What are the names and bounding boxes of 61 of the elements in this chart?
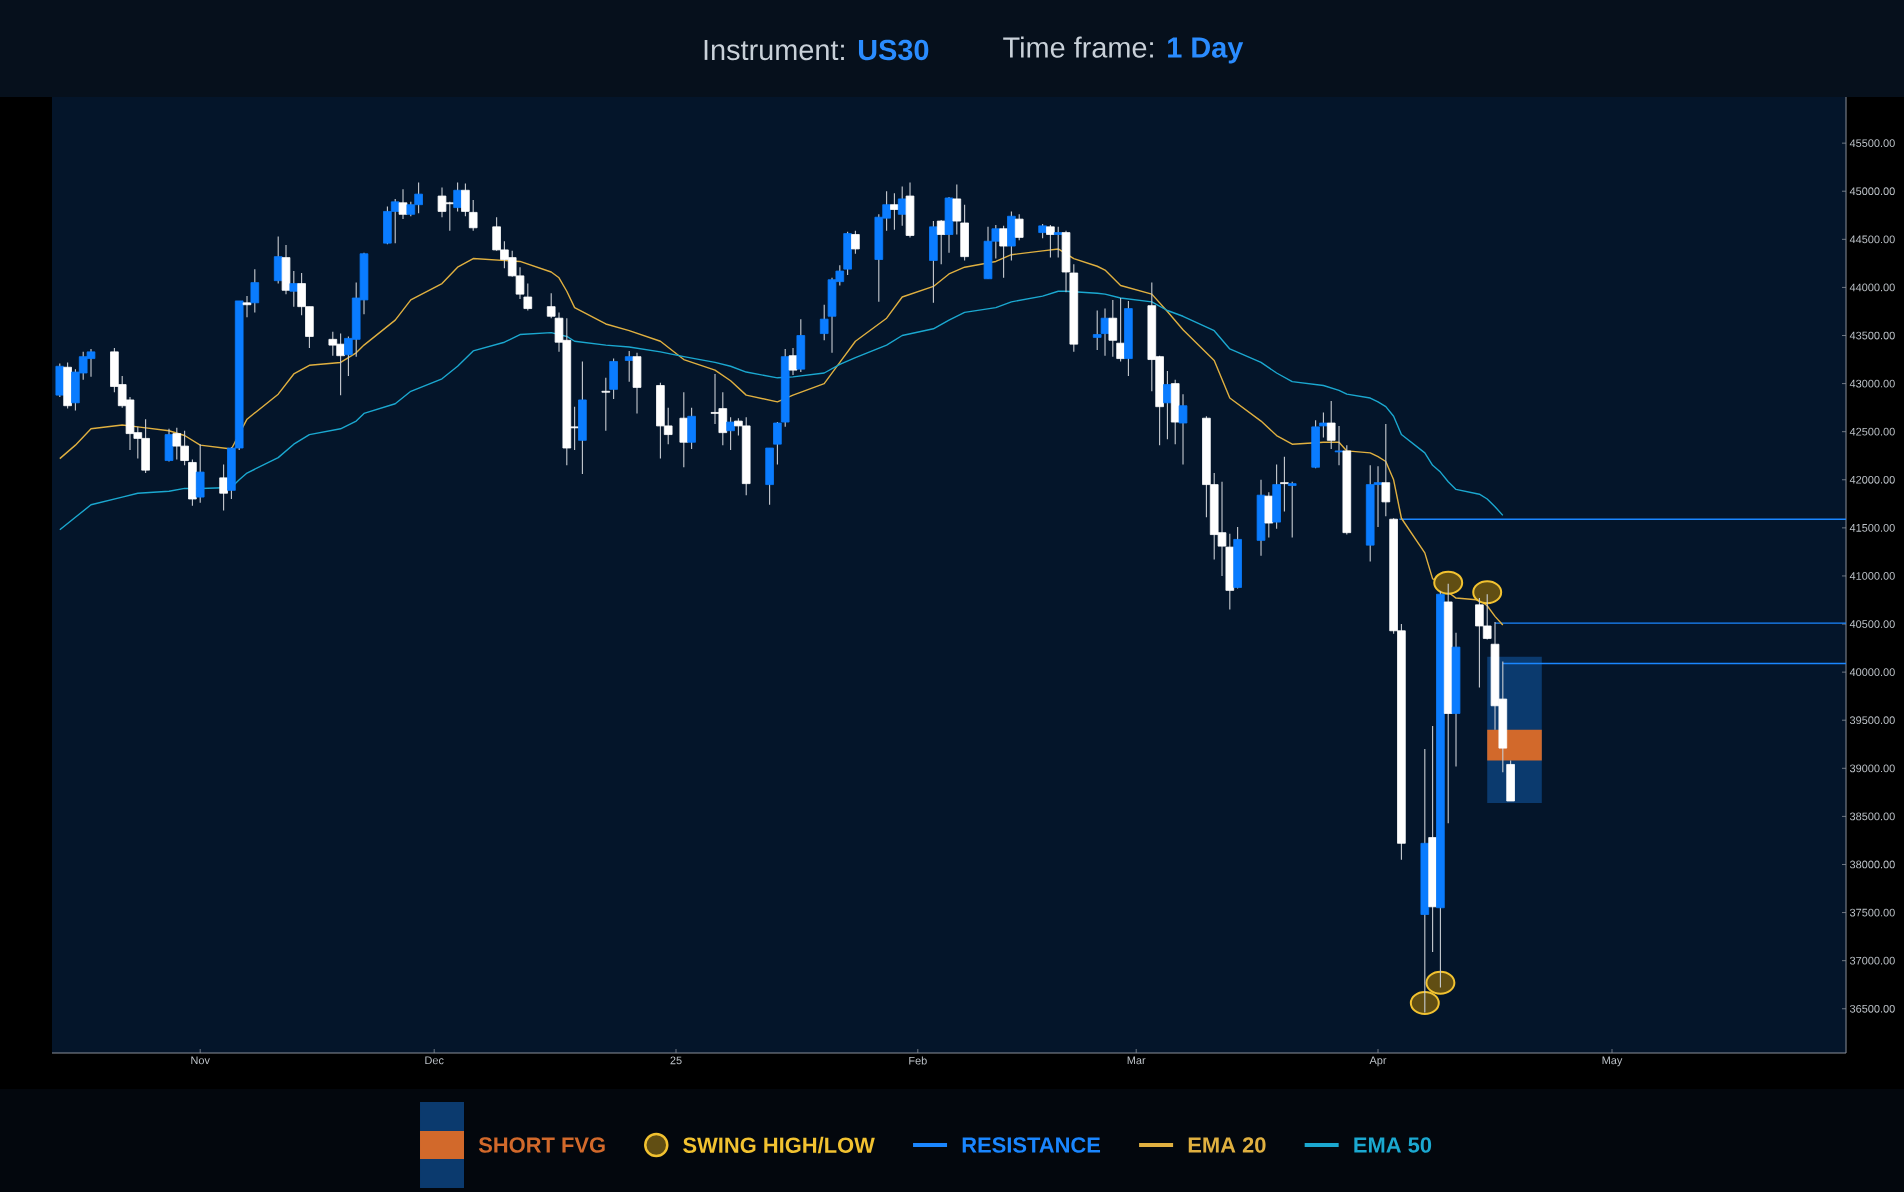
candlestick [999,225,1008,279]
candlestick [851,230,860,255]
x-tick-label: May [1602,1056,1623,1067]
y-tick-label: 45500.00 [1849,139,1895,148]
legend-label: EMA 50 [1354,1137,1432,1153]
line-series [59,248,1504,626]
y-tick-label: 45000.00 [1849,187,1895,196]
legend-label: RESISTANCE [962,1137,1101,1153]
x-tick-label: Nov [191,1056,210,1065]
x-tick-label: 25 [670,1056,682,1065]
candlestick [788,347,798,376]
y-tick-label: 40500.00 [1849,620,1895,628]
candlestick [1014,213,1024,241]
y-tick-label: 44500.00 [1849,235,1895,244]
line-series [59,290,1504,531]
y-tick-label: 39500.00 [1849,716,1895,725]
candlestick [398,188,408,220]
y-tick-label: 40000.00 [1849,668,1895,677]
chart-subtitle: Time frame: 1 Day [1003,36,1244,64]
candlestick [453,182,462,212]
candlestick [242,295,252,318]
candlestick [1381,423,1391,517]
candlestick [1334,425,1344,466]
y-tick-label: 36500.00 [1849,1004,1895,1013]
y-tick-label: 42500.00 [1849,427,1895,436]
y-tick-label: 39000.00 [1849,764,1895,773]
y-tick-label: 44000.00 [1849,283,1895,292]
y-tick-label: 38500.00 [1849,812,1895,821]
candlestick [624,350,634,383]
x-tick-label: Apr [1369,1056,1387,1067]
candlestick [819,304,829,341]
candlestick [1116,297,1125,363]
x-tick-label: Mar [1127,1056,1146,1065]
y-tick-label: 43500.00 [1849,331,1895,340]
x-tick-label: Dec [425,1056,444,1065]
y-tick-label: 37500.00 [1849,908,1895,917]
candlestick [601,377,611,432]
y-tick-label: 41500.00 [1849,523,1895,532]
candlestick [1046,224,1055,259]
legend-label: EMA 20 [1188,1137,1266,1153]
legend-label: SHORT FVG [478,1137,605,1153]
x-tick-label: Feb [909,1056,927,1065]
candlestick [1326,400,1336,450]
y-tick-label: 42000.00 [1849,475,1895,484]
candlestick [289,270,299,308]
y-tick-label: 43000.00 [1849,379,1895,388]
chart-title: Instrument: US30 [704,39,929,61]
candlestick [1108,299,1118,358]
y-tick-label: 41000.00 [1849,572,1895,580]
candlestick [1287,481,1297,539]
candlestick [219,463,228,512]
candlestick [250,268,260,313]
candlestick [726,416,735,451]
y-tick-label: 37000.00 [1849,956,1895,965]
candlestick [1178,393,1188,465]
legend-label: SWING HIGH/LOW [683,1136,875,1154]
candlestick [1163,370,1172,440]
candlestick [1053,226,1063,259]
candlestick [1280,456,1289,513]
candlestick [890,192,899,231]
y-tick-label: 38000.00 [1849,860,1895,869]
